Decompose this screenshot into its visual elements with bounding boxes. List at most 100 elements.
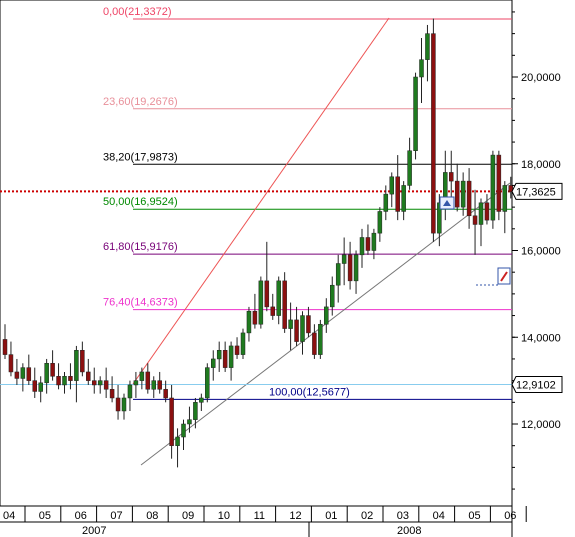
candles — [2, 18, 513, 468]
candle-body — [139, 371, 145, 381]
month-label: 02 — [361, 510, 373, 522]
candle-body — [306, 315, 311, 334]
month-label: 07 — [110, 510, 122, 522]
candle-body — [115, 397, 121, 412]
fib-label: 76,40(14,6373) — [103, 297, 178, 309]
candle-body — [193, 402, 198, 420]
fib-label: 61,80(15,9176) — [103, 241, 178, 253]
candle-body — [145, 371, 151, 390]
candle-body — [121, 397, 127, 412]
candle-body — [38, 382, 43, 392]
candle-body — [20, 367, 26, 379]
candle-body — [2, 339, 8, 355]
candle-body — [502, 185, 508, 212]
candle-body — [50, 363, 55, 377]
candle-body — [169, 397, 174, 446]
candle-body — [109, 389, 115, 399]
candle-body — [133, 380, 139, 386]
fib-label: 100,00(12,5677) — [269, 386, 350, 398]
candle-body — [383, 193, 389, 212]
month-label: 05 — [468, 510, 480, 522]
month-label: 12 — [289, 510, 301, 522]
candle-body — [318, 323, 323, 355]
candle-body — [341, 254, 347, 264]
candle-body — [86, 371, 91, 381]
candle-body — [431, 33, 436, 234]
candle-body — [449, 172, 454, 182]
candle-body — [228, 345, 234, 368]
fib-label: 0,00(21,3372) — [103, 6, 172, 18]
month-label: 10 — [218, 510, 230, 522]
price-tick-label: 20,0000 — [521, 72, 561, 84]
candle-body — [288, 319, 293, 329]
pencil-tool-icon[interactable] — [497, 267, 511, 285]
candle-body — [330, 284, 335, 308]
month-label: 08 — [146, 510, 158, 522]
candle-body — [282, 280, 287, 329]
marker-price-flag: 12,9102 — [511, 376, 563, 394]
candle-body — [211, 358, 216, 368]
candle-body — [103, 380, 109, 390]
candle-body — [222, 350, 228, 368]
candle-body — [199, 397, 204, 403]
candle-body — [74, 350, 79, 381]
candle-body — [359, 237, 365, 256]
candle-body — [97, 380, 103, 386]
candle-body — [466, 180, 472, 217]
candle-body — [44, 363, 49, 384]
candle-body — [62, 376, 67, 386]
current-price-flag: 17,3625 — [511, 182, 563, 200]
candle-body — [92, 380, 97, 386]
candle-body — [14, 371, 20, 379]
candle-body — [80, 350, 85, 373]
candle-body — [56, 376, 61, 386]
candle-body — [26, 367, 32, 381]
year-label: 2007 — [82, 525, 106, 537]
fib-label: 38,20(17,9873) — [103, 151, 178, 163]
time-axis-months: 04 05 06 07 08 09 10 11 12 01 02 03 04 05 06 — [3, 506, 527, 522]
candle-body — [460, 180, 466, 208]
candle-body — [425, 33, 430, 60]
candle-body — [240, 332, 246, 355]
candle-body — [264, 280, 270, 308]
month-label: 09 — [182, 510, 194, 522]
month-label: 03 — [397, 510, 409, 522]
month-label: 05 — [39, 510, 51, 522]
current-price-label: 17,3625 — [516, 186, 556, 198]
fib-label: 50,00(16,9524) — [103, 196, 178, 208]
candle-body — [175, 436, 180, 446]
candle-body — [335, 263, 341, 286]
candle-body — [484, 202, 490, 221]
candle-body — [216, 350, 222, 360]
buy-marker-icon[interactable] — [439, 196, 455, 210]
month-label: 11 — [254, 510, 265, 522]
candle-body — [312, 332, 317, 355]
month-label: 04 — [3, 510, 15, 522]
candle-body — [270, 306, 275, 316]
candle-body — [508, 185, 513, 193]
candle-body — [157, 380, 162, 390]
candle-body — [151, 380, 156, 390]
time-axis-years: 2007 2008 — [82, 525, 421, 537]
candle-body — [276, 280, 281, 316]
candle-body — [347, 254, 353, 282]
candle-body — [252, 310, 258, 325]
candle-body — [490, 154, 496, 221]
candle-body — [258, 280, 264, 325]
month-label: 06 — [75, 510, 87, 522]
price-tick-label: 16,0000 — [521, 246, 561, 258]
candle-body — [353, 254, 359, 282]
candle-body — [365, 237, 371, 251]
candle-body — [472, 215, 478, 225]
candle-body — [324, 306, 329, 325]
candle-body — [413, 76, 418, 151]
candle-body — [68, 376, 73, 381]
candle-body — [389, 176, 394, 195]
candle-body — [127, 384, 133, 399]
candle-body — [294, 319, 299, 342]
candle-body — [187, 419, 192, 425]
candle-body — [419, 59, 424, 78]
price-tick-label: 14,0000 — [521, 332, 561, 344]
month-label: 04 — [433, 510, 445, 522]
